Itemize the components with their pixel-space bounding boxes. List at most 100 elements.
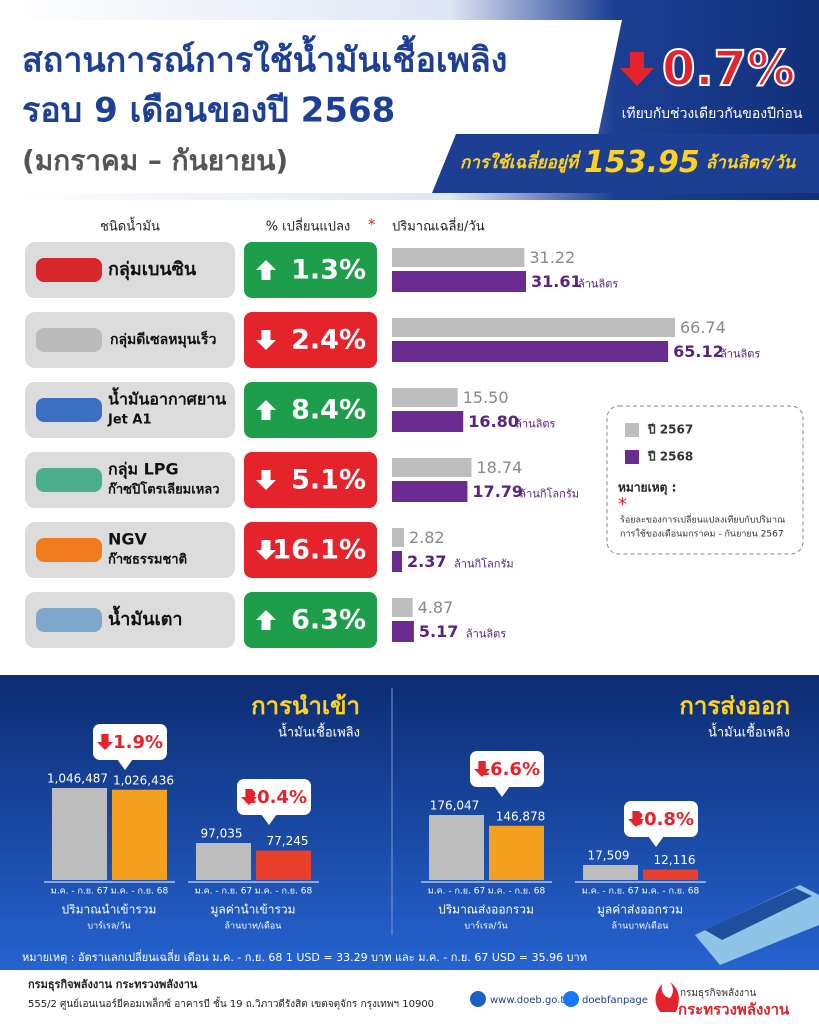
type-icon (36, 538, 102, 562)
change-value: 6.3% (291, 605, 366, 636)
volume-label-prev: 18.74 (476, 458, 522, 477)
group-unit: บาร์เรล/วัน (464, 920, 507, 932)
trade-value-label: 97,035 (201, 827, 243, 841)
volume-unit: ล้านลิตร (720, 348, 760, 361)
volume-bar (392, 388, 458, 407)
type-icon (36, 398, 102, 422)
group-label: มูลค่าส่งออกรวม (597, 903, 683, 918)
change-badge-text: 16.6% (478, 759, 540, 780)
type-box (25, 452, 235, 508)
web-icon (470, 991, 486, 1007)
trade-bar (429, 815, 484, 880)
volume-label-curr: 2.37 (407, 552, 446, 571)
type-icon (36, 608, 102, 632)
down-arrow (628, 811, 644, 827)
type-name: น้ำมันเตา (108, 605, 183, 630)
type-name: น้ำมันอากาศยาน (108, 387, 226, 409)
note-star: * (618, 494, 627, 515)
change-badge-text: 1.9% (113, 732, 163, 753)
badge-pointer (494, 786, 510, 797)
volume-unit: ล้านลิตร (578, 278, 618, 291)
change-box (244, 312, 377, 368)
trade-value-label: 146,878 (496, 809, 546, 823)
column-header: ชนิดน้ำมัน (100, 217, 160, 235)
group-unit: ล้านบาท/เดือน (225, 921, 282, 932)
change-value: 1.3% (291, 255, 366, 286)
badge-pointer (648, 836, 664, 847)
footer-org: กรมธุรกิจพลังงาน กระทรวงพลังงาน (28, 978, 198, 992)
trade-value-label: 77,245 (267, 834, 309, 848)
down-arrow (97, 734, 113, 750)
note-text: ร้อยละของการเปลี่ยนแปลงเทียบกับปริมาณ (620, 513, 785, 526)
avg-band (432, 134, 819, 193)
volume-label-curr: 31.61 (531, 272, 582, 291)
volume-label-curr: 17.79 (472, 482, 523, 501)
volume-label-prev: 15.50 (463, 388, 509, 407)
change-box (244, 452, 377, 508)
legend-label: ปี 2568 (647, 450, 693, 464)
legend-swatch (625, 450, 639, 464)
legend-box (606, 405, 804, 555)
change-box (244, 242, 377, 298)
group-unit: ล้านบาท/เดือน (612, 921, 669, 932)
trade-bar (489, 825, 544, 880)
category-label: ม.ค. - ก.ย. 68 (488, 887, 546, 897)
type-name: กลุ่มเบนซิน (108, 259, 197, 281)
logo-line1: กรมธุรกิจพลังงาน (680, 988, 757, 999)
volume-bar (392, 598, 413, 617)
volume-bar (392, 481, 468, 502)
change-value: 8.4% (291, 395, 366, 426)
change-value: 5.1% (291, 465, 366, 496)
category-label: ม.ค. - ก.ย. 67 (195, 887, 252, 897)
type-box (25, 312, 235, 368)
volume-label-curr: 5.17 (419, 622, 458, 641)
avg-text: การใช้เฉลี่ยอยู่ที่ 153.95 ล้านลิตร/วัน (460, 145, 797, 180)
type-box (25, 242, 235, 298)
legend-swatch (625, 423, 639, 437)
change-badge-text: 20.4% (245, 787, 307, 808)
footer-address: 555/2 ศูนย์เอนเนอร์ยีคอมเพล็กซ์ อาคารบี … (28, 996, 434, 1010)
change-box (244, 522, 377, 578)
category-label: ม.ค. - ก.ย. 67 (582, 887, 639, 897)
trade-value-label: 12,116 (654, 853, 696, 867)
subtitle: (มกราคม – กันยายน) (22, 144, 288, 177)
volume-label-prev: 2.82 (409, 528, 445, 547)
down-arrow (256, 330, 276, 350)
category-label: ม.ค. - ก.ย. 67 (428, 887, 485, 897)
up-arrow (256, 400, 276, 420)
volume-unit: ล้านกิโลกรัม (454, 557, 514, 571)
legend-label: ปี 2567 (647, 423, 693, 437)
volume-bar (392, 551, 403, 572)
avg-value: 153.95 (584, 145, 700, 180)
footer-website[interactable]: www.doeb.go.th (490, 995, 571, 1006)
type-name: กลุ่มดีเซลหมุนเร็ว (110, 330, 217, 348)
volume-label-prev: 31.22 (529, 248, 575, 267)
type-name: กลุ่ม LPG (108, 460, 179, 480)
footer-facebook[interactable]: doebfanpage (582, 995, 648, 1006)
logo-flame (655, 982, 679, 1012)
trade-value-label: 176,047 (430, 799, 480, 813)
title: สถานการณ์การใช้น้ำมันเชื้อเพลิง (22, 35, 507, 81)
avg-prefix: การใช้เฉลี่ยอยู่ที่ (460, 150, 582, 173)
facebook-icon (563, 991, 579, 1007)
down-arrow (256, 470, 276, 490)
down-arrow (474, 761, 490, 777)
type-icon (36, 328, 102, 352)
title: รอบ 9 เดือนของปี 2568 (22, 91, 395, 131)
change-badge-text: 30.8% (632, 809, 694, 830)
volume-unit: ล้านกิโลกรัม (519, 487, 579, 501)
volume-label-curr: 16.80 (468, 412, 519, 431)
volume-bar (392, 341, 669, 362)
group-label: ปริมาณส่งออกรวม (438, 903, 534, 917)
volume-bar (392, 458, 472, 477)
column-header: ปริมาณเฉลี่ย/วัน (392, 218, 485, 235)
type-name: ก๊าซปิโตรเลียมเหลว (108, 481, 220, 498)
trade-bar (583, 865, 638, 880)
change-box (244, 592, 377, 648)
category-label: ม.ค. - ก.ย. 68 (111, 887, 169, 897)
type-icon (36, 468, 102, 492)
change-box (244, 382, 377, 438)
up-arrow (256, 610, 276, 630)
